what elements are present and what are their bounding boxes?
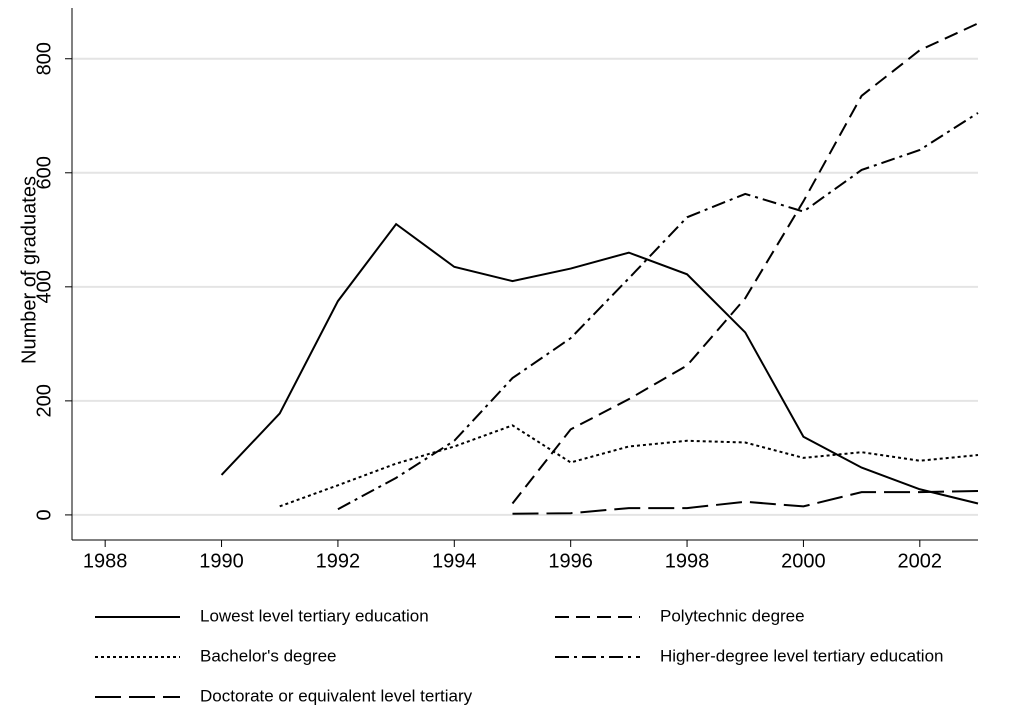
y-tick-label: 800 [33,42,55,75]
series-line [279,424,979,508]
series-line [220,222,979,505]
legend-label: Polytechnic degree [660,606,805,625]
x-tick-label: 1998 [665,550,710,572]
legend-label: Doctorate or equivalent level tertiary [200,686,473,705]
series-line [512,489,979,515]
y-tick-label: 600 [33,156,55,189]
legend-label: Lowest level tertiary education [200,606,429,625]
legend-label: Bachelor's degree [200,646,337,665]
y-tick-label: 200 [33,384,55,417]
legend-label: Higher-degree level tertiary education [660,646,944,665]
x-tick-label: 1988 [83,550,128,572]
x-tick-label: 1994 [432,550,477,572]
y-axis-label: Number of graduates [18,176,40,364]
x-tick-label: 1990 [199,550,244,572]
x-tick-label: 1996 [548,550,593,572]
series-line [511,22,979,505]
x-tick-label: 2000 [781,550,826,572]
series-line [337,112,979,511]
x-tick-label: 2002 [898,550,943,572]
y-tick-label: 400 [33,270,55,303]
y-tick-label: 0 [33,509,55,520]
x-tick-label: 1992 [316,550,361,572]
